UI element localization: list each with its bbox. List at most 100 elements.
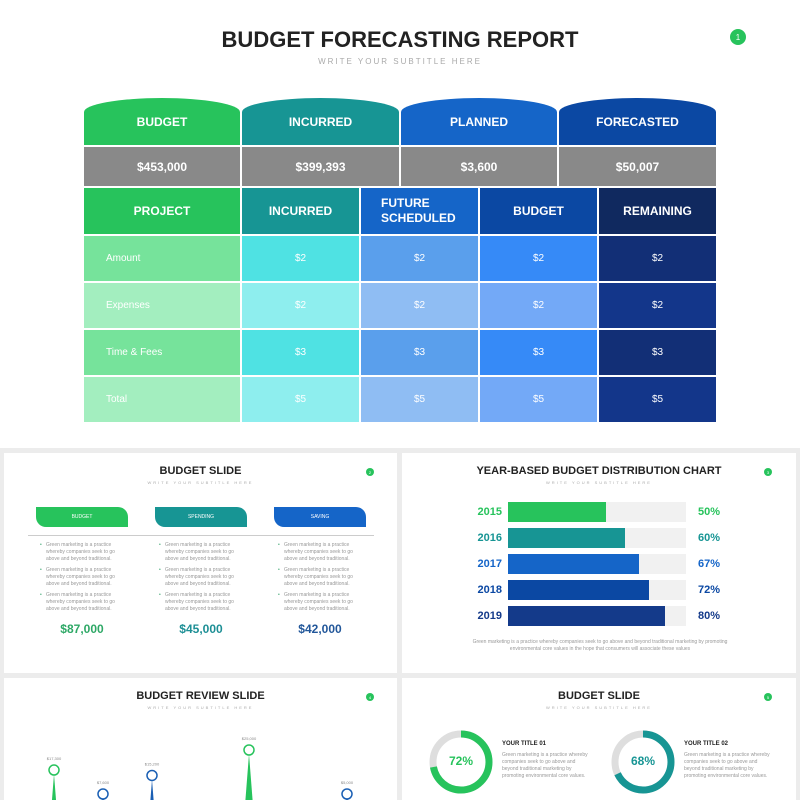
slide-3[interactable]: YEAR-BASED BUDGET DISTRIBUTION CHART WRI… (402, 453, 796, 673)
column-header: FUTURE SCHEDULED (361, 188, 478, 234)
row-label: Amount (84, 236, 240, 281)
page-subtitle: WRITE YOUR SUBTITLE HERE (318, 57, 482, 66)
bar-value-label: 50% (698, 506, 721, 518)
bullet-list: Green marketing is a practice whereby co… (278, 542, 366, 617)
tab-saving: SAVING (274, 507, 366, 527)
slide-subtitle: WRITE YOUR SUBTITLE HERE (546, 705, 652, 710)
slide-subtitle: WRITE YOUR SUBTITLE HERE (147, 705, 254, 710)
slide-title: YEAR-BASED BUDGET DISTRIBUTION CHART (476, 465, 722, 477)
slide-title: BUDGET SLIDE (159, 465, 242, 477)
donut-arc (611, 730, 675, 794)
table-cell: $3 (361, 330, 478, 375)
summary-header-planned: PLANNED (401, 98, 557, 145)
table-cell: $2 (242, 283, 359, 328)
column-header: REMAINING (599, 188, 716, 234)
budget-review-chart: $17,300 $7,600 $15,200 $25,000 $5,000 (47, 736, 354, 800)
item-text: Green marketing is a practice whereby co… (684, 752, 770, 779)
lollipop-label: $17,300 (47, 756, 62, 761)
lollipop-label: $7,600 (97, 780, 110, 785)
slide-2[interactable]: BUDGET SLIDE WRITE YOUR SUBTITLE HERE 2 … (4, 453, 397, 673)
divider (28, 535, 374, 536)
table-cell: $2 (242, 236, 359, 281)
summary-header-incurred: INCURRED (242, 98, 399, 145)
bar-2017 (508, 554, 640, 574)
table-cell: $2 (599, 283, 716, 328)
chart-caption: Green marketing is a practice whereby co… (472, 639, 728, 652)
slide-number-badge: 1 (730, 29, 746, 45)
year-label: 2018 (477, 584, 502, 596)
table-cell: $3 (242, 330, 359, 375)
donut-chart (611, 730, 675, 794)
slide-subtitle: WRITE YOUR SUBTITLE HERE (546, 480, 652, 485)
row-label: Time & Fees (84, 330, 240, 375)
year-label: 2016 (477, 532, 502, 544)
bar-2016 (508, 528, 626, 548)
slide-1[interactable]: BUDGET FORECASTING REPORT WRITE YOUR SUB… (0, 0, 800, 448)
donut-chart (429, 730, 493, 794)
item-title: YOUR TITLE 01 (502, 741, 547, 747)
item-title: YOUR TITLE 02 (684, 741, 729, 747)
bullet-item: Green marketing is a practice whereby co… (159, 592, 247, 613)
table-cell: $2 (361, 236, 478, 281)
summary-header-budget: BUDGET (84, 98, 240, 145)
bullet-item: Green marketing is a practice whereby co… (159, 567, 247, 588)
lollipop-head (97, 788, 109, 800)
bar-2018 (508, 580, 649, 600)
slide-4[interactable]: BUDGET REVIEW SLIDE WRITE YOUR SUBTITLE … (4, 678, 397, 800)
slide-number-badge: 2 (366, 468, 374, 476)
column-value: $45,000 (179, 622, 223, 636)
item-text: Green marketing is a practice whereby co… (502, 752, 588, 779)
slide-title: BUDGET REVIEW SLIDE (136, 690, 265, 702)
column-value: $87,000 (60, 622, 104, 636)
summary-value: $50,007 (559, 147, 716, 186)
table-cell: $5 (242, 377, 359, 422)
bullet-item: Green marketing is a practice whereby co… (40, 567, 128, 588)
summary-value: $3,600 (401, 147, 557, 186)
lollipop-label: $25,000 (242, 736, 257, 741)
summary-value: $399,393 (242, 147, 399, 186)
row-label: Expenses (84, 283, 240, 328)
page-title: BUDGET FORECASTING REPORT (221, 27, 579, 52)
bar-value-label: 60% (698, 532, 721, 544)
table-cell: $3 (480, 330, 597, 375)
table-cell: $2 (480, 283, 597, 328)
table-cell: $5 (599, 377, 716, 422)
lollipop-stem (150, 779, 154, 800)
donut-arc (429, 730, 493, 794)
table-cell: $2 (480, 236, 597, 281)
slide-number-badge: 3 (764, 468, 772, 476)
bullet-item: Green marketing is a practice whereby co… (40, 542, 128, 563)
year-label: 2017 (477, 558, 502, 570)
table-cell: $2 (599, 236, 716, 281)
bullet-item: Green marketing is a practice whereby co… (159, 542, 247, 563)
tab-spending: SPENDING (155, 507, 247, 527)
slide-title: BUDGET SLIDE (558, 690, 640, 702)
slide-number-badge: 4 (366, 693, 374, 701)
year-label: 2019 (477, 610, 502, 622)
bullet-list: Green marketing is a practice whereby co… (40, 542, 128, 617)
row-label: Total (84, 377, 240, 422)
slide-subtitle: WRITE YOUR SUBTITLE HERE (147, 480, 254, 485)
bar-value-label: 80% (698, 610, 721, 622)
slide-number-badge: 5 (764, 693, 772, 701)
slide-5[interactable]: BUDGET SLIDE WRITE YOUR SUBTITLE HERE 5 … (402, 678, 796, 800)
table-cell: $3 (599, 330, 716, 375)
lollipop-stem (51, 774, 57, 800)
bar-2015 (508, 502, 606, 522)
lollipop-head (341, 788, 353, 800)
summary-header-forecasted: FORECASTED (559, 98, 716, 145)
bullet-item: Green marketing is a practice whereby co… (40, 592, 128, 613)
bar-value-label: 72% (698, 584, 721, 596)
bar-value-label: 67% (698, 558, 721, 570)
tab-budget: BUDGET (36, 507, 128, 527)
lollipop-head (48, 764, 60, 776)
column-value: $42,000 (298, 622, 342, 636)
lollipop-head (146, 769, 158, 782)
donut-label: 68% (630, 754, 656, 768)
donut-label: 72% (448, 754, 474, 768)
bullet-item: Green marketing is a practice whereby co… (278, 592, 366, 613)
table-cell: $5 (480, 377, 597, 422)
bullet-item: Green marketing is a practice whereby co… (278, 567, 366, 588)
lollipop-label: $15,200 (145, 761, 160, 766)
lollipop-head (243, 744, 255, 756)
